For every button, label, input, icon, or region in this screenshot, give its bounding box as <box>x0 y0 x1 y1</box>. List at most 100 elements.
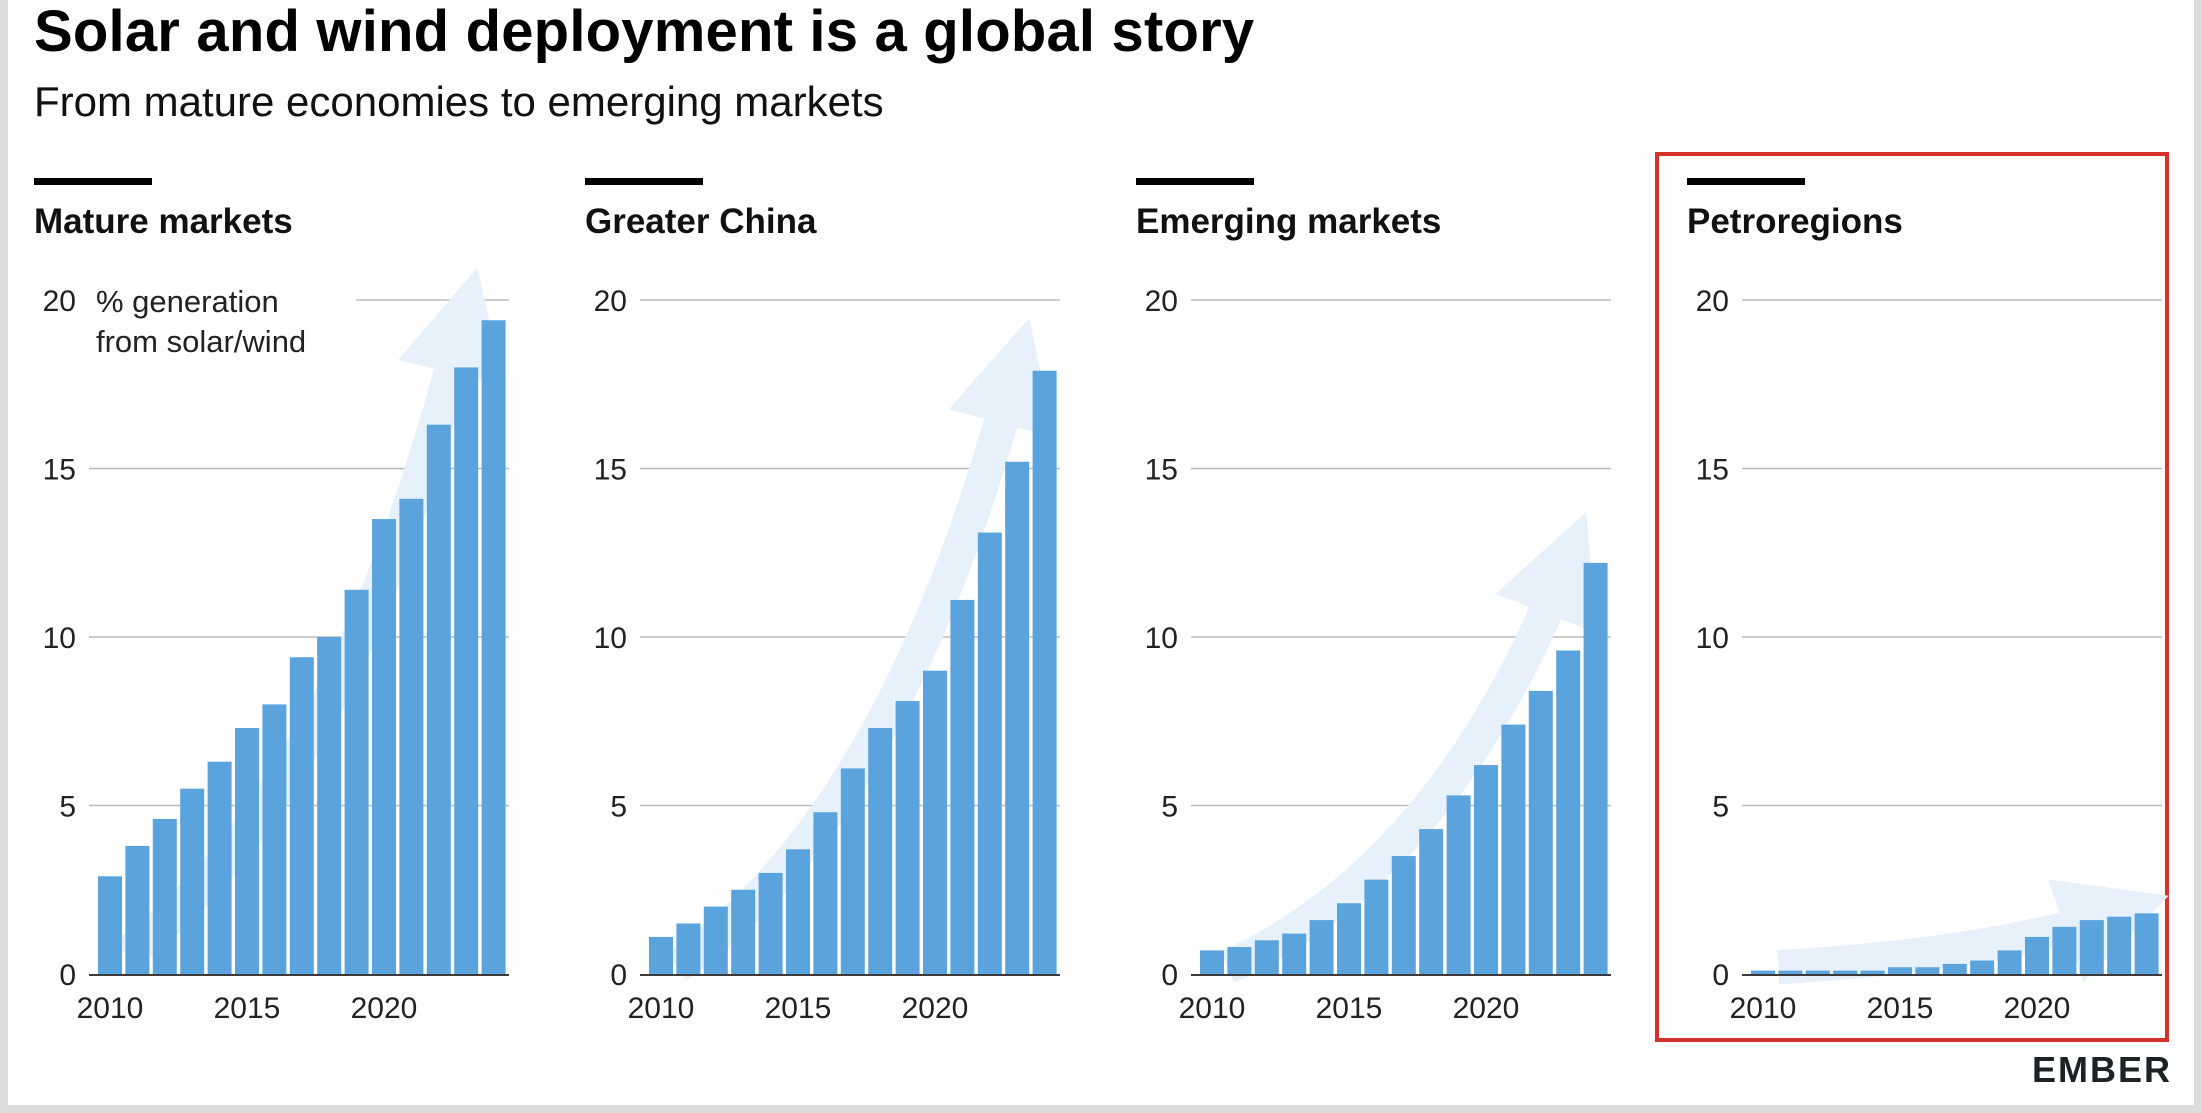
y-tick-label: 5 <box>1161 791 1178 824</box>
bar-2022 <box>426 424 451 974</box>
bar-2011 <box>1227 947 1252 974</box>
x-tick-label: 2010 <box>1730 992 1797 1025</box>
bar-2021 <box>950 599 975 974</box>
bar-2023 <box>2107 916 2132 974</box>
y-tick-label: 0 <box>610 959 627 992</box>
bar-2015 <box>235 727 259 974</box>
bar-2020 <box>923 670 947 974</box>
bar-2021 <box>2052 926 2077 974</box>
panel-rule <box>1136 178 1254 185</box>
y-tick-label: 10 <box>1145 622 1178 655</box>
y-tick-label: 0 <box>59 959 76 992</box>
x-tick-label: 2015 <box>214 992 281 1025</box>
bar-2023 <box>454 367 479 974</box>
logo-text: EMBER <box>2031 1049 2172 1090</box>
bar-2010 <box>1751 970 1775 974</box>
y-tick-label: 10 <box>594 622 627 655</box>
slide: Solar and wind deployment is a global st… <box>8 0 2194 1105</box>
panel-title: Greater China <box>585 202 817 241</box>
y-tick-label: 15 <box>1145 454 1178 487</box>
x-tick-label: 2020 <box>351 992 418 1025</box>
bar-2013 <box>1282 933 1307 974</box>
x-tick-label: 2020 <box>1453 992 1520 1025</box>
bar-2024 <box>1032 370 1057 974</box>
y-axis-label: % generation <box>96 284 279 319</box>
x-tick-label: 2020 <box>902 992 969 1025</box>
bar-2012 <box>1254 940 1279 974</box>
bar-2024 <box>2134 913 2159 974</box>
x-tick-label: 2015 <box>765 992 832 1025</box>
panel-title: Emerging markets <box>1136 202 1441 241</box>
x-tick-label: 2010 <box>77 992 144 1025</box>
bar-2011 <box>676 923 701 974</box>
y-tick-label: 15 <box>594 454 627 487</box>
bar-2022 <box>1528 690 1553 974</box>
bar-2014 <box>758 872 783 974</box>
highlight-frame <box>1655 152 2169 1042</box>
bar-2020 <box>2025 936 2049 974</box>
y-tick-label: 15 <box>43 454 76 487</box>
page-subtitle: From mature economies to emerging market… <box>34 78 884 125</box>
bar-2010 <box>649 936 673 974</box>
y-tick-label: 10 <box>1696 622 1729 655</box>
ember-logo: EMBER <box>2032 1049 2172 1091</box>
y-tick-label: 0 <box>1712 959 1729 992</box>
bar-2018 <box>1970 960 1995 974</box>
bar-2012 <box>1805 970 1830 974</box>
bar-2017 <box>1391 856 1416 974</box>
bar-2024 <box>481 320 506 975</box>
x-tick-label: 2015 <box>1316 992 1383 1025</box>
bar-2021 <box>1501 724 1526 974</box>
bar-2023 <box>1005 461 1030 974</box>
x-tick-label: 2010 <box>1179 992 1246 1025</box>
x-tick-label: 2020 <box>2004 992 2071 1025</box>
y-tick-label: 5 <box>59 791 76 824</box>
bar-2013 <box>180 788 205 974</box>
bar-2017 <box>289 657 314 974</box>
y-axis-label: from solar/wind <box>96 324 306 359</box>
bar-2010 <box>98 876 122 974</box>
bar-2015 <box>1337 903 1361 974</box>
bar-2019 <box>895 701 920 974</box>
bar-2015 <box>1888 967 1912 974</box>
y-tick-label: 20 <box>43 285 76 318</box>
y-tick-label: 15 <box>1696 454 1729 487</box>
bar-2019 <box>344 589 369 974</box>
panel-title: Mature markets <box>34 202 293 241</box>
page-title: Solar and wind deployment is a global st… <box>34 0 1255 64</box>
bar-2014 <box>1860 970 1885 974</box>
panel-rule <box>34 178 152 185</box>
bar-2018 <box>868 727 893 974</box>
bar-2018 <box>1419 829 1444 974</box>
bar-2016 <box>1915 967 1940 974</box>
bar-2010 <box>1200 950 1224 974</box>
bar-2015 <box>786 849 810 974</box>
bar-2023 <box>1556 650 1581 974</box>
bar-2016 <box>813 812 838 974</box>
bar-2018 <box>317 637 342 974</box>
bar-2014 <box>1309 920 1334 974</box>
y-tick-label: 5 <box>610 791 627 824</box>
y-tick-label: 10 <box>43 622 76 655</box>
y-tick-label: 5 <box>1712 791 1729 824</box>
y-tick-label: 20 <box>1145 285 1178 318</box>
y-tick-label: 20 <box>1696 285 1729 318</box>
panel-rule <box>585 178 703 185</box>
bar-2022 <box>977 532 1002 974</box>
bar-2020 <box>372 519 396 974</box>
y-tick-label: 20 <box>594 285 627 318</box>
bar-2014 <box>207 761 232 974</box>
bar-2012 <box>703 906 728 974</box>
bar-2017 <box>840 768 865 974</box>
bar-2016 <box>262 704 287 974</box>
bar-2019 <box>1446 795 1471 974</box>
bar-2013 <box>731 889 756 974</box>
bar-2011 <box>1778 970 1803 974</box>
x-tick-label: 2015 <box>1867 992 1934 1025</box>
bar-2024 <box>1583 562 1608 974</box>
bar-2019 <box>1997 950 2022 974</box>
bar-2011 <box>125 845 150 974</box>
panel-title: Petroregions <box>1687 202 1903 241</box>
x-tick-label: 2010 <box>628 992 695 1025</box>
